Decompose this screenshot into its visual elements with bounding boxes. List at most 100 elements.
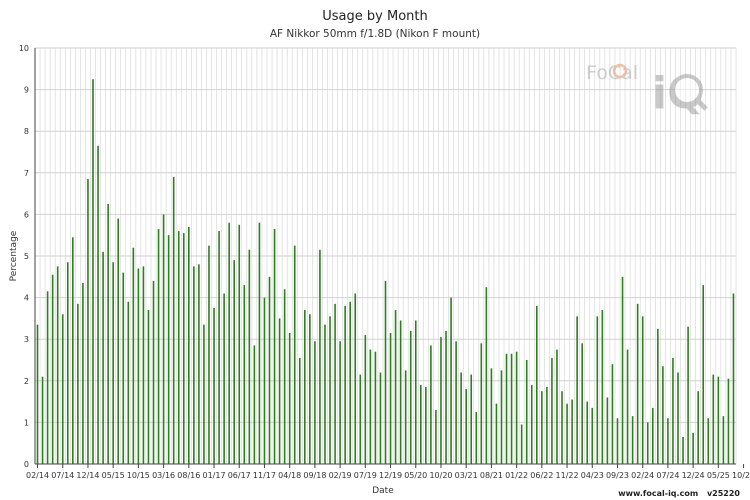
bar	[717, 376, 720, 464]
footer-version: v25220	[707, 489, 740, 498]
y-tick-label: 4	[24, 294, 29, 303]
x-tick-label: 09/18	[303, 471, 326, 480]
bar	[687, 326, 689, 464]
bar	[520, 424, 523, 464]
bar	[66, 262, 69, 464]
y-tick-label: 2	[24, 377, 29, 386]
bar	[319, 249, 321, 464]
y-tick-label: 7	[24, 169, 29, 178]
x-tick-label: 02/14	[26, 471, 49, 480]
bar	[581, 343, 583, 464]
bar	[611, 364, 614, 464]
x-tick-label: 01/17	[203, 471, 226, 480]
bar	[490, 368, 493, 464]
watermark-magnifier-icon	[671, 74, 703, 106]
bar	[97, 145, 99, 464]
x-tick-label: 10/20	[429, 471, 452, 480]
axes	[34, 48, 745, 468]
bar	[162, 214, 165, 464]
bar	[278, 318, 281, 464]
bar	[238, 224, 241, 464]
bar	[177, 231, 180, 464]
bar	[122, 272, 125, 464]
bar	[193, 266, 195, 464]
bar	[167, 235, 170, 464]
bar	[394, 310, 397, 464]
bar	[389, 332, 392, 464]
x-tick-label: 08/16	[177, 471, 200, 480]
bar	[258, 222, 261, 464]
x-axis-label: Date	[372, 486, 394, 496]
bar	[470, 374, 473, 464]
bar	[712, 374, 715, 464]
bar	[697, 391, 699, 464]
bar	[314, 341, 316, 464]
x-tick-label: 11/17	[253, 471, 276, 480]
x-tick-label: 10/15	[127, 471, 150, 480]
bar	[198, 264, 200, 464]
y-tick-label: 8	[24, 127, 29, 136]
bar	[485, 287, 488, 464]
bar	[188, 226, 190, 464]
x-tick-label: 10/25	[732, 471, 750, 480]
x-tick-label: 02/24	[631, 471, 654, 480]
x-tick-label: 12/14	[76, 471, 99, 480]
bar	[510, 353, 513, 464]
chart-subtitle: AF Nikkor 50mm f/1.8D (Nikon F mount)	[270, 28, 480, 40]
bar	[233, 260, 236, 464]
bar	[465, 389, 467, 464]
bar	[56, 266, 59, 464]
bar	[636, 303, 639, 464]
bar	[172, 176, 175, 464]
bar	[72, 237, 74, 464]
bar	[722, 416, 725, 464]
y-tick-label: 6	[24, 210, 29, 219]
bar	[127, 301, 130, 464]
bar	[273, 228, 276, 464]
bar	[374, 351, 377, 464]
bar	[36, 324, 39, 464]
bar	[551, 357, 553, 464]
bar	[102, 251, 104, 464]
bar	[132, 247, 135, 464]
bar	[359, 374, 362, 464]
bar	[182, 233, 185, 464]
bar	[480, 343, 483, 464]
bar	[455, 341, 457, 464]
x-tick-label: 03/16	[152, 471, 175, 480]
x-tick-label: 09/23	[606, 471, 629, 480]
bar	[253, 345, 256, 464]
bar	[288, 332, 291, 464]
bar	[77, 303, 79, 464]
bar	[248, 249, 251, 464]
bar	[213, 308, 215, 464]
bar	[692, 432, 694, 464]
bar	[667, 418, 669, 464]
x-tick-label: 07/14	[51, 471, 74, 480]
bar	[601, 310, 604, 464]
x-tick-label: 05/15	[102, 471, 125, 480]
bar	[112, 262, 114, 464]
bar	[556, 349, 558, 464]
bar	[379, 372, 382, 464]
bar	[530, 384, 533, 464]
bar	[561, 391, 563, 464]
bar	[535, 305, 538, 464]
footer-site: www.focal-iq.com	[618, 489, 698, 498]
bar	[208, 245, 210, 464]
bar	[576, 316, 578, 464]
y-tick-labels: 0 1 2 3 4 5 6 7 8 9 10	[19, 44, 29, 469]
bar	[107, 204, 109, 464]
bar	[82, 283, 84, 464]
x-tick-label: 06/17	[228, 471, 251, 480]
x-tick-label: 03/21	[455, 471, 478, 480]
bar	[672, 357, 674, 464]
bar	[87, 179, 89, 465]
bar	[293, 245, 296, 464]
bar	[525, 360, 528, 464]
x-tick-label: 06/22	[530, 471, 553, 480]
bar	[662, 366, 664, 464]
watermark-orange-ring-icon	[612, 63, 628, 79]
bar	[707, 418, 710, 464]
